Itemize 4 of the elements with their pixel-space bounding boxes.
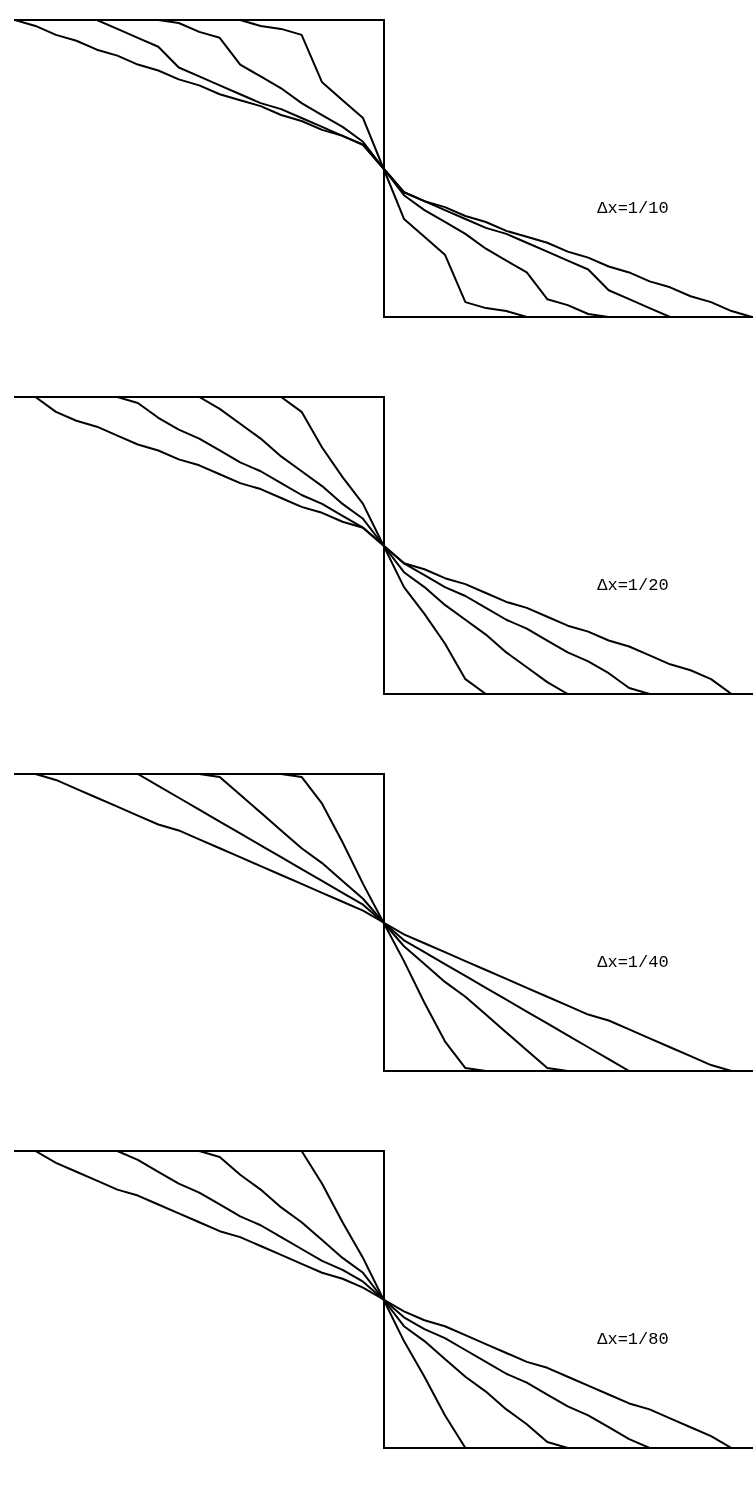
annotation: Δx=1/40 (597, 953, 669, 972)
annotation: Δx=1/10 (597, 199, 669, 218)
annotation: Δx=1/80 (597, 1330, 669, 1349)
annotation: Δx=1/20 (597, 576, 669, 595)
